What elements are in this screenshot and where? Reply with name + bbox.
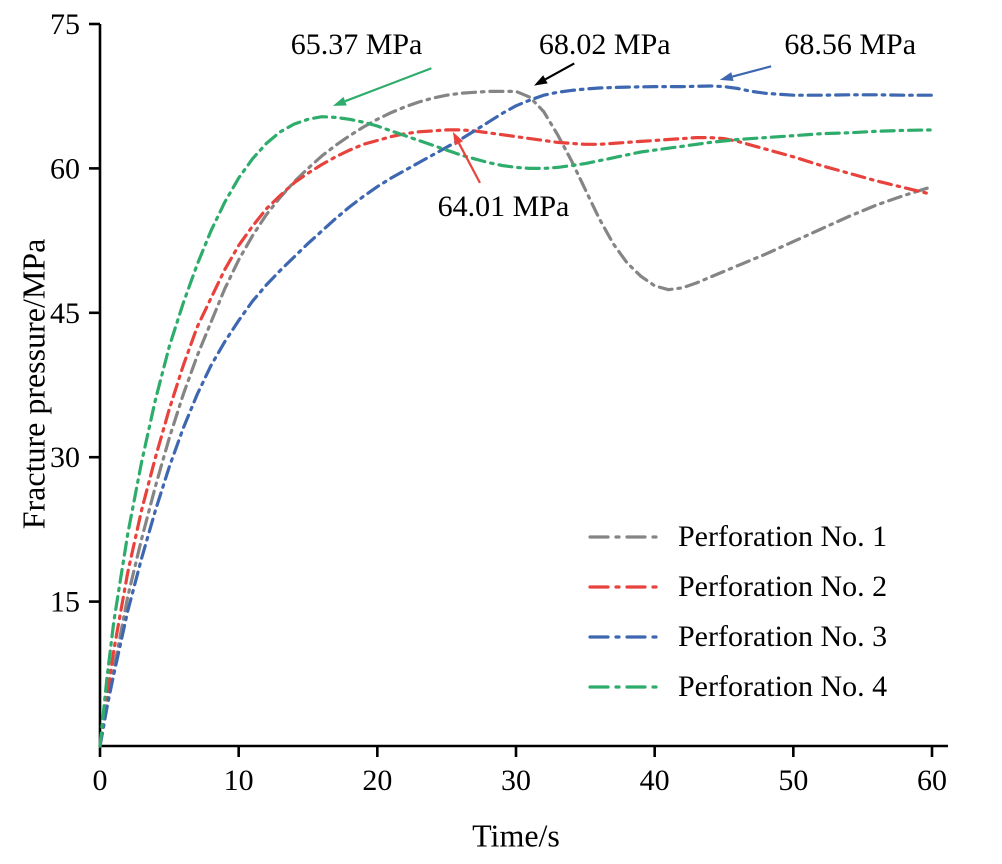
x-tick-label: 50: [778, 764, 808, 797]
y-tick-label: 15: [50, 586, 80, 619]
legend: Perforation No. 1 Perforation No. 2 Perf…: [588, 512, 887, 712]
legend-item-perforation-3: Perforation No. 3: [588, 612, 887, 662]
legend-item-perforation-1: Perforation No. 1: [588, 512, 887, 562]
x-tick-label: 20: [362, 764, 392, 797]
legend-label-perforation-4: Perforation No. 4: [678, 670, 888, 703]
y-tick-label: 45: [50, 297, 80, 330]
x-tick-label: 10: [224, 764, 254, 797]
annotation-label-64-01: 64.01 MPa: [437, 189, 570, 223]
legend-line-sample-4: [588, 685, 662, 689]
x-tick-label: 30: [501, 764, 531, 797]
x-axis-title: Time/s: [472, 817, 560, 854]
legend-line-sample-2: [588, 585, 662, 589]
x-tick-label: 40: [640, 764, 670, 797]
annotation-arrow-head-3: [719, 72, 734, 81]
annotation-arrow-line-2: [544, 62, 575, 81]
x-tick-label: 60: [917, 764, 947, 797]
legend-item-perforation-4: Perforation No. 4: [588, 662, 887, 712]
annotation-arrow-head-2: [534, 75, 548, 86]
y-tick-label: 60: [50, 152, 80, 185]
annotation-arrow-line-3: [732, 65, 772, 78]
legend-label-perforation-1: Perforation No. 1: [678, 520, 888, 553]
legend-label-perforation-3: Perforation No. 3: [678, 620, 888, 653]
y-tick-label: 75: [50, 8, 80, 41]
y-tick-label: 30: [50, 441, 80, 474]
series-line-1: [98, 89, 934, 748]
legend-line-sample-3: [588, 635, 662, 639]
series-line-4: [98, 115, 934, 748]
annotation-label-65-37: 65.37 MPa: [290, 28, 423, 62]
annotation-arrow-line-4: [458, 142, 481, 184]
series-line-3: [98, 84, 934, 748]
legend-line-sample-1: [588, 535, 662, 539]
annotation-label-68-56: 68.56 MPa: [784, 28, 917, 62]
y-axis-title: Fracture pressure/MPa: [15, 238, 52, 530]
x-tick-label: 0: [93, 764, 108, 797]
annotation-arrow-line-1: [344, 67, 432, 103]
annotation-label-68-02: 68.02 MPa: [538, 28, 671, 62]
series-line-2: [98, 128, 934, 748]
legend-item-perforation-2: Perforation No. 2: [588, 562, 887, 612]
annotation-arrow-head-4: [452, 131, 464, 146]
legend-label-perforation-2: Perforation No. 2: [678, 570, 888, 603]
annotation-arrow-head-1: [332, 96, 347, 106]
